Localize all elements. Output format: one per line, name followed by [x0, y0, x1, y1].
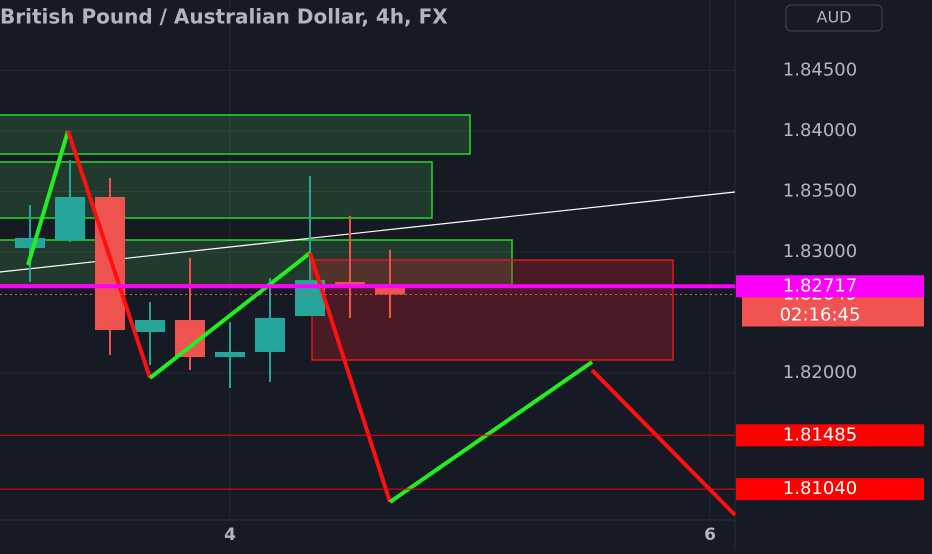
- candle-body: [255, 317, 285, 352]
- candle-body: [375, 285, 405, 295]
- price-line-box: [736, 478, 924, 501]
- zone: [0, 114, 471, 155]
- chart-title: British Pound / Australian Dollar, 4h, F…: [0, 5, 448, 29]
- countdown: 02:16:45: [780, 304, 861, 325]
- y-tick-label: 1.84500: [783, 60, 857, 81]
- y-tick-label: 1.83500: [783, 181, 857, 202]
- currency-button[interactable]: [785, 4, 883, 32]
- zigzag-down: [308, 252, 392, 503]
- x-tick-label: 4: [224, 525, 236, 545]
- candle-body: [135, 320, 165, 332]
- price-line-label: 1.81040: [783, 478, 857, 499]
- y-tick-label: 1.84000: [783, 120, 857, 141]
- zigzag-up: [148, 251, 312, 380]
- price-line-box: [736, 424, 924, 447]
- price-line-label: 1.81485: [783, 424, 857, 445]
- candle-body: [215, 351, 245, 358]
- price-line-box: [736, 275, 924, 298]
- zigzag-down: [590, 368, 737, 517]
- price-axis: [735, 0, 932, 550]
- candle-body: [15, 237, 45, 249]
- x-tick-label: 6: [704, 525, 716, 545]
- candle-body: [55, 196, 85, 241]
- y-tick-label: 1.82000: [783, 362, 857, 383]
- candles: [15, 160, 405, 389]
- zigzag-down: [66, 130, 152, 379]
- currency-label[interactable]: AUD: [817, 8, 852, 27]
- y-tick-label: 1.83000: [783, 241, 857, 262]
- zigzag-up: [26, 130, 70, 266]
- price-line-label: 1.82717: [783, 275, 857, 296]
- zigzag-up: [388, 360, 594, 504]
- zone: [311, 259, 674, 361]
